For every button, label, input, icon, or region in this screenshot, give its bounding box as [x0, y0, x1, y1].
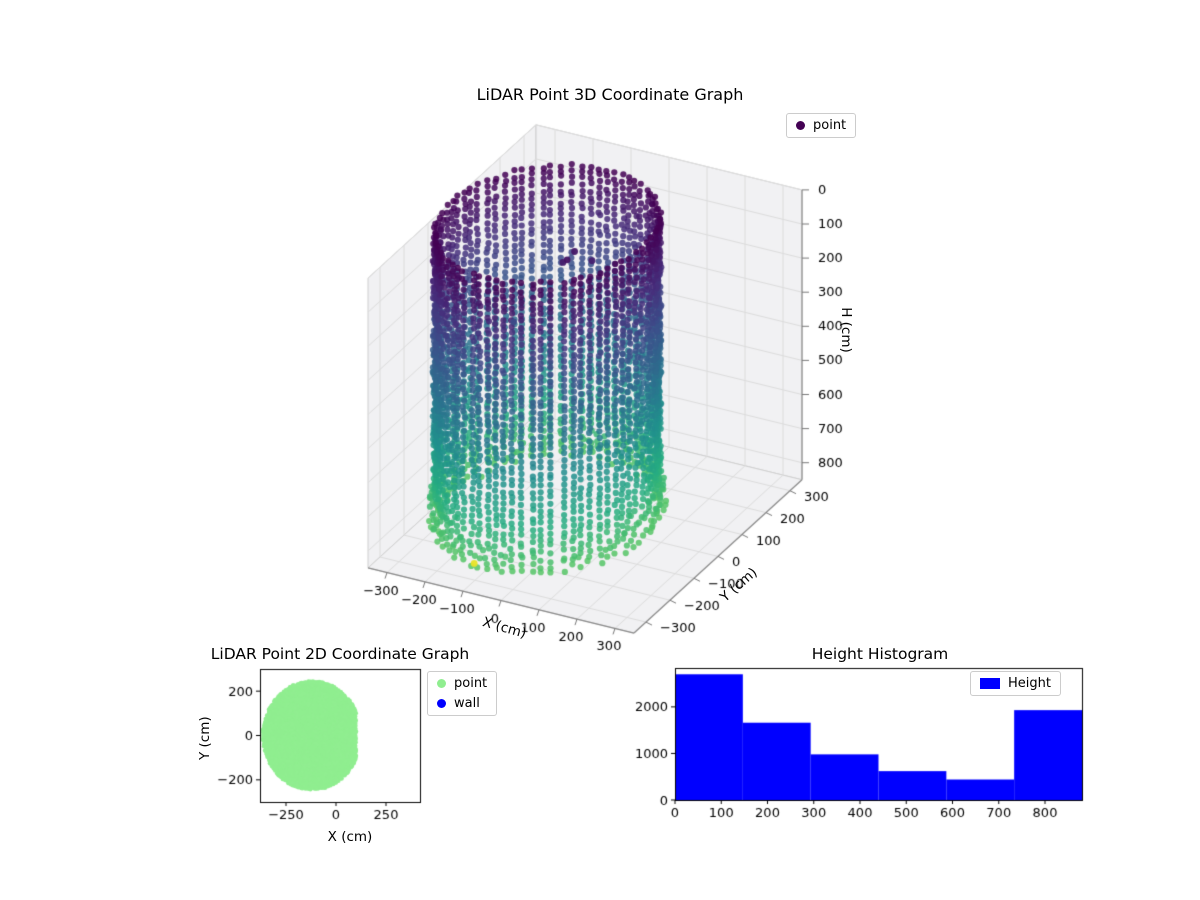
- plot2d-legend-item-point: point: [437, 676, 487, 691]
- plot2d-title: LiDAR Point 2D Coordinate Graph: [210, 645, 470, 663]
- point-marker-icon: [437, 679, 446, 688]
- plot2d-yaxis-label: Y (cm): [197, 716, 213, 760]
- histogram-legend-label: Height: [1008, 676, 1051, 691]
- plot2d-legend-item-wall: wall: [437, 696, 487, 711]
- point-marker-icon: [796, 121, 805, 130]
- plot2d-legend-label-wall: wall: [454, 696, 480, 711]
- plot3d-zaxis-label: H (cm): [837, 307, 854, 353]
- plot3d-legend-label: point: [813, 118, 847, 133]
- plot3d-canvas: [250, 100, 910, 670]
- plot3d-legend-item-point: point: [796, 118, 846, 133]
- plot2d-canvas: [215, 660, 445, 820]
- plot3d-title: LiDAR Point 3D Coordinate Graph: [476, 85, 744, 104]
- histogram-title: Height Histogram: [811, 645, 949, 663]
- plot2d-legend-label-point: point: [454, 676, 488, 691]
- plot2d-xaxis-label: X (cm): [327, 829, 373, 845]
- histogram-legend: Height: [970, 671, 1061, 696]
- wall-marker-icon: [437, 699, 446, 708]
- plot2d-legend: point wall: [427, 671, 498, 716]
- height-patch-icon: [980, 678, 1000, 689]
- plot3d-legend: point: [786, 113, 857, 138]
- histogram-legend-item-height: Height: [980, 676, 1051, 691]
